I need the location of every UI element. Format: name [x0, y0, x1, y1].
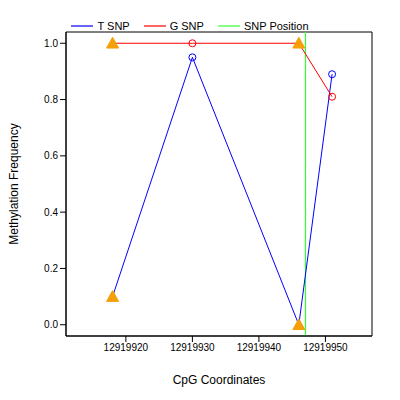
svg-text:1.0: 1.0 — [44, 38, 58, 49]
svg-text:0.6: 0.6 — [44, 150, 58, 161]
svg-text:CpG Coordinates: CpG Coordinates — [173, 373, 266, 387]
html-text:SNP Position: SNP Position — [243, 20, 309, 32]
svg-text:0.0: 0.0 — [44, 319, 58, 330]
svg-text:12919950: 12919950 — [303, 342, 348, 353]
svg-text:0.8: 0.8 — [44, 94, 58, 105]
html-text:G SNP: G SNP — [169, 20, 204, 32]
svg-text:12919920: 12919920 — [104, 342, 149, 353]
svg-text:0.2: 0.2 — [44, 263, 58, 274]
svg-text:12919940: 12919940 — [237, 342, 282, 353]
html-text:T SNP: T SNP — [97, 20, 130, 32]
svg-text:12919930: 12919930 — [170, 342, 215, 353]
svg-text:0.4: 0.4 — [44, 207, 58, 218]
svg-text:Methylation Frequency: Methylation Frequency — [7, 123, 21, 244]
